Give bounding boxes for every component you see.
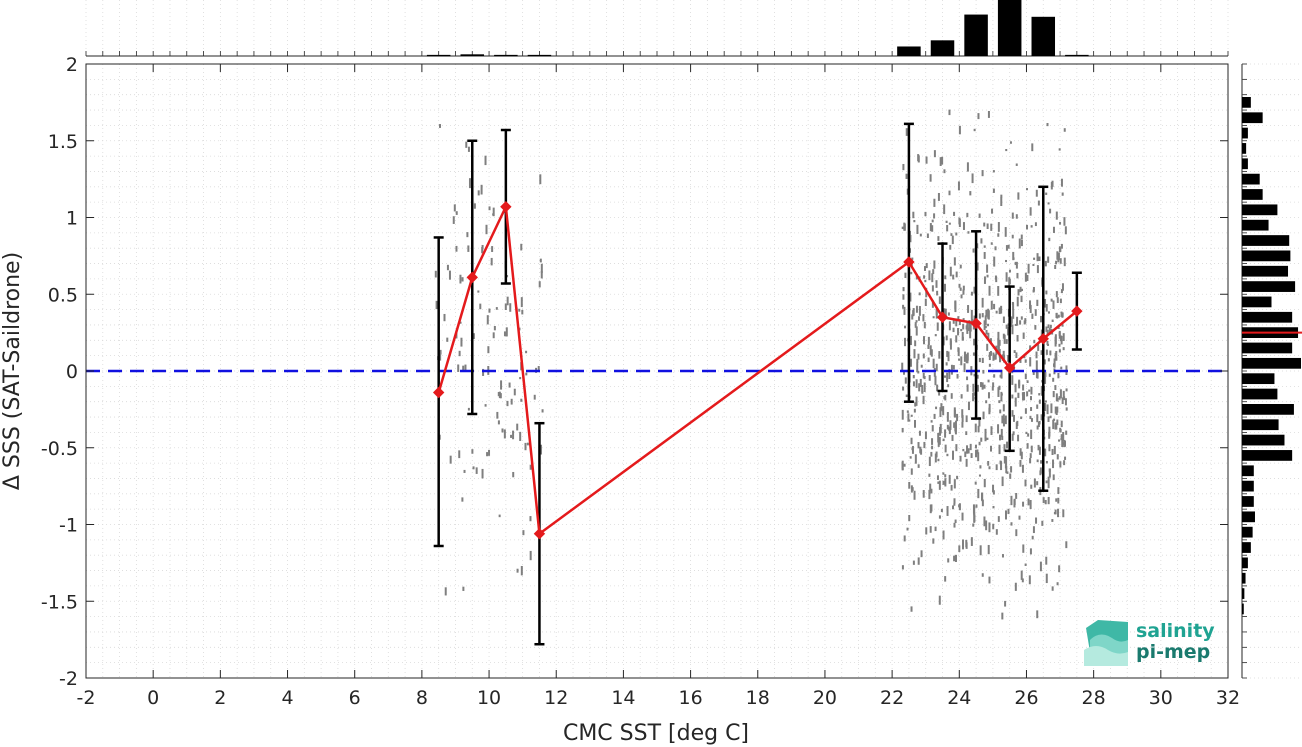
x-tick-label: 14 — [611, 687, 635, 709]
scatter-points — [434, 109, 1068, 620]
top-hist-bar — [964, 14, 988, 56]
right-hist-bar — [1242, 219, 1269, 231]
right-hist-bar — [1242, 434, 1285, 446]
right-hist-bar — [1242, 373, 1275, 385]
top-hist-bar — [930, 40, 955, 56]
right-hist-bar — [1242, 404, 1294, 415]
right-hist-bar — [1242, 526, 1253, 538]
logo-line1: salinity — [1136, 620, 1215, 642]
right-hist-bar — [1242, 189, 1263, 200]
y-tick-label: 1 — [66, 208, 78, 230]
x-tick-label: -2 — [77, 687, 96, 709]
right-hist-bar — [1242, 480, 1254, 492]
y-axis-label: Δ SSS (SAT-Saildrone) — [0, 252, 25, 490]
mean-marker — [1003, 362, 1016, 374]
x-tick-label: 8 — [416, 687, 428, 709]
x-tick-label: 20 — [813, 687, 837, 709]
right-histogram — [1241, 63, 1302, 679]
x-axis-label: CMC SST [deg C] — [563, 721, 749, 746]
right-hist-bar — [1242, 97, 1251, 108]
mean-line-path — [437, 202, 1078, 537]
right-hist-bar — [1242, 173, 1260, 185]
x-tick-label: 18 — [746, 687, 770, 709]
y-tick-label: 0 — [66, 361, 78, 383]
y-tick-label: -1 — [59, 515, 78, 537]
right-hist-bar — [1242, 311, 1293, 323]
right-hist-bar — [1242, 143, 1247, 154]
mean-marker — [936, 311, 949, 323]
logo-line2: pi-mep — [1136, 641, 1210, 663]
y-tick-label: 2 — [66, 54, 78, 76]
top-hist-bar — [426, 54, 451, 57]
mean-marker — [1037, 333, 1049, 345]
x-tick-label: 32 — [1216, 687, 1240, 709]
tick-labels: -2 0 2 4 6 8 10 12 14 16 18 20 22 24 26 28 30 32-2-1.5-1-… — [41, 54, 1240, 709]
x-tick-label: 4 — [281, 687, 293, 709]
x-tick-label: 2 — [214, 687, 226, 709]
y-tick-label: -2 — [59, 668, 78, 690]
right-hist-bar — [1242, 557, 1248, 569]
right-hist-bar — [1242, 542, 1251, 553]
mean-marker — [500, 201, 512, 213]
top-hist-bar — [897, 46, 921, 56]
right-hist-bar — [1242, 465, 1254, 477]
x-tick-label: 16 — [678, 687, 702, 709]
top-hist-bar — [527, 54, 552, 57]
top-hist-bar — [997, 0, 1022, 56]
axes — [85, 63, 1229, 679]
right-hist-bar — [1242, 496, 1254, 507]
x-tick-label: 12 — [544, 687, 568, 709]
right-hist-bar — [1242, 511, 1255, 523]
y-tick-label: 1.5 — [48, 131, 78, 153]
mean-marker — [970, 317, 982, 330]
x-tick-label: 6 — [349, 687, 361, 709]
mean-marker — [903, 256, 915, 268]
right-hist-bar — [1242, 572, 1246, 584]
x-tick-label: 30 — [1149, 687, 1173, 709]
right-hist-bar — [1242, 357, 1301, 369]
top-histogram — [85, 0, 1229, 57]
right-hist-bar — [1242, 603, 1244, 615]
right-hist-bar — [1242, 588, 1245, 599]
mean-marker — [432, 386, 445, 399]
right-hist-bar — [1242, 265, 1289, 277]
right-hist-bar — [1242, 281, 1296, 292]
right-hist-bar — [1242, 112, 1263, 124]
x-tick-label: 22 — [880, 687, 904, 709]
top-hist-bar — [1065, 54, 1089, 57]
right-hist-bar — [1242, 235, 1290, 246]
mean-marker — [466, 271, 478, 284]
right-hist-bar — [1242, 250, 1291, 262]
x-tick-label: 10 — [477, 687, 501, 709]
mean-marker — [533, 528, 546, 540]
right-hist-bar — [1242, 158, 1248, 170]
mean-line — [432, 201, 1083, 540]
top-hist-bar — [460, 54, 485, 56]
right-hist-bar — [1242, 419, 1279, 431]
right-hist-bar — [1242, 342, 1293, 354]
mean-marker — [1071, 305, 1083, 317]
x-tick-label: 28 — [1082, 687, 1106, 709]
y-tick-label: 0.5 — [48, 284, 78, 306]
x-tick-label: 24 — [947, 687, 971, 709]
x-tick-label: 26 — [1014, 687, 1038, 709]
y-tick-label: -0.5 — [41, 438, 78, 460]
top-hist-bar — [1031, 16, 1056, 56]
salinity-pi-mep-logo: salinity pi-mep — [1084, 620, 1215, 666]
right-hist-bar — [1242, 127, 1248, 139]
y-tick-label: -1.5 — [41, 591, 78, 613]
right-hist-bar — [1242, 296, 1272, 308]
top-hist-bar — [494, 54, 518, 57]
right-hist-bar — [1242, 450, 1293, 461]
right-hist-bar — [1242, 204, 1278, 216]
x-tick-label: 0 — [147, 687, 159, 709]
logo-waves-icon — [1084, 620, 1128, 666]
right-hist-bar — [1242, 388, 1278, 400]
